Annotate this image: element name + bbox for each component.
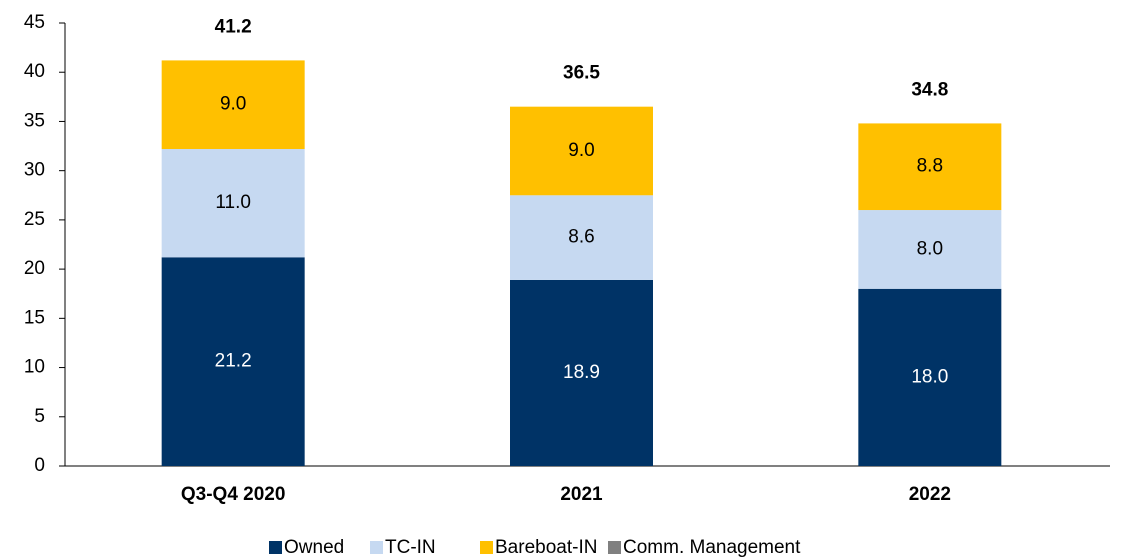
y-tick-label: 30	[24, 160, 45, 181]
x-tick-label: 2022	[909, 484, 951, 505]
bar-segment	[510, 279, 653, 466]
bar-segment	[161, 60, 305, 150]
data-label: 8.0	[917, 238, 943, 259]
legend-swatch	[480, 541, 493, 554]
total-label: 34.8	[911, 79, 948, 100]
bar-segment	[858, 210, 1002, 289]
data-label: 11.0	[215, 192, 251, 213]
data-label: 18.0	[911, 366, 948, 387]
y-tick-label: 45	[24, 12, 45, 33]
y-tick-label: 5	[34, 406, 45, 427]
total-label: 36.5	[563, 63, 600, 84]
bar-segment	[161, 257, 305, 466]
y-tick-label: 15	[24, 307, 45, 328]
bar-segment	[858, 123, 1002, 211]
y-tick-label: 35	[24, 110, 45, 131]
bar-segment	[510, 195, 653, 280]
legend-label: TC-IN	[385, 537, 436, 558]
legend-swatch	[370, 541, 383, 554]
y-tick-label: 20	[24, 258, 45, 279]
y-tick-label: 0	[34, 455, 45, 476]
data-label: 9.0	[568, 140, 594, 161]
data-label: 8.8	[917, 156, 943, 177]
legend-label: Owned	[284, 537, 344, 558]
y-tick-label: 25	[24, 209, 45, 230]
legend-swatch	[608, 541, 621, 554]
x-tick-label: 2021	[560, 484, 603, 505]
legend-label: Bareboat-IN	[495, 537, 597, 558]
data-label: 21.2	[215, 351, 252, 372]
data-label: 18.9	[563, 362, 600, 383]
y-tick-label: 10	[24, 357, 45, 378]
bar-segment	[510, 106, 653, 196]
data-label: 8.6	[568, 227, 594, 248]
bar-segment	[858, 288, 1002, 466]
x-tick-label: Q3-Q4 2020	[181, 484, 286, 505]
legend-swatch	[269, 541, 282, 554]
total-label: 41.2	[215, 16, 252, 37]
bar-segment	[161, 149, 305, 258]
y-tick-label: 40	[24, 61, 45, 82]
data-label: 9.0	[220, 94, 246, 115]
legend-label: Comm. Management	[623, 537, 801, 558]
